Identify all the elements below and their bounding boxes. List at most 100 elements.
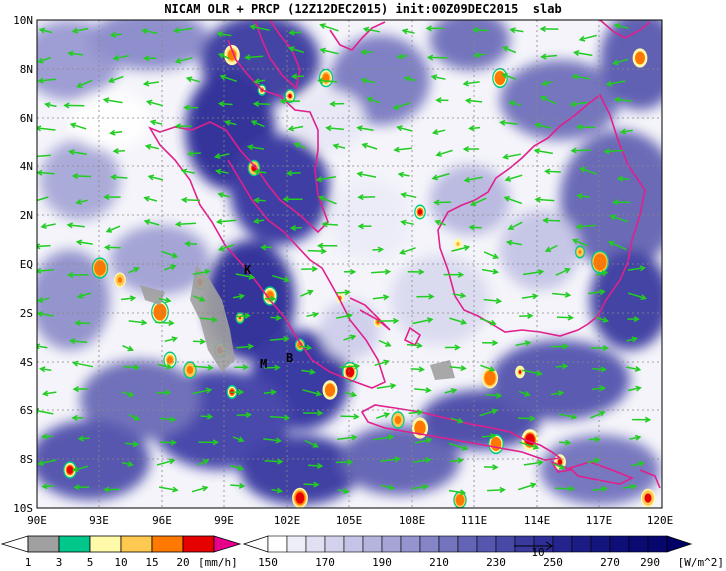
wind-arrow-icon — [518, 390, 531, 397]
wind-arrow-icon — [380, 484, 396, 491]
wind-arrow-icon — [379, 456, 401, 463]
wind-arrow-icon — [287, 125, 304, 132]
wind-arrow-icon — [235, 273, 256, 280]
wind-arrow-icon — [306, 311, 319, 318]
wind-arrow-icon — [501, 72, 517, 80]
wind-arrow-icon — [360, 77, 376, 84]
wind-arrow-icon — [356, 171, 377, 178]
precip-tick: 15 — [145, 556, 158, 569]
olr-tick: 190 — [372, 556, 392, 569]
wind-arrow-icon — [39, 366, 52, 373]
lat-label: 8S — [20, 453, 33, 466]
wind-arrow-icon — [236, 343, 255, 350]
wind-arrow-icon — [519, 312, 534, 319]
precip-cell — [151, 300, 169, 324]
wind-arrow-icon — [592, 366, 607, 373]
wind-arrow-icon — [219, 74, 238, 83]
wind-arrow-icon — [269, 414, 291, 421]
lat-label: 10S — [13, 502, 33, 515]
wind-arrow-icon — [37, 296, 50, 303]
wind-arrow-icon — [144, 143, 159, 150]
precip-cell — [292, 487, 308, 508]
wind-arrow-icon — [539, 95, 557, 105]
wind-arrow-icon — [558, 413, 578, 420]
wind-arrow-icon — [426, 54, 448, 61]
wind-arrow-icon — [66, 271, 89, 278]
map-border — [36, 19, 663, 509]
wind-arrow-icon — [264, 295, 277, 302]
wind-arrow-icon — [187, 150, 201, 157]
wind-arrow-icon — [431, 172, 450, 181]
olr-tick: 210 — [429, 556, 449, 569]
wind-arrow-icon — [156, 389, 172, 396]
wind-arrow-icon — [193, 364, 214, 371]
wind-arrow-icon — [335, 459, 354, 466]
wind-arrow-icon — [215, 218, 237, 225]
wind-arrow-icon — [444, 387, 458, 394]
wind-arrow-icon — [591, 385, 607, 392]
wind-arrow-icon — [551, 343, 569, 350]
wind-arrow-icon — [301, 265, 319, 272]
wind-arrow-icon — [224, 119, 237, 126]
precip-cell — [414, 204, 426, 220]
wind-arrow-icon — [37, 169, 55, 176]
wind-arrow-icon — [184, 240, 198, 247]
wind-arrow-icon — [522, 269, 545, 276]
wind-arrow-icon — [468, 224, 482, 231]
wind-arrow-icon — [630, 460, 645, 467]
wind-arrow-icon — [192, 387, 213, 395]
wind-arrow-icon — [250, 120, 265, 128]
wind-arrow-icon — [400, 219, 414, 226]
precip-cell — [91, 257, 109, 279]
wind-arrow-icon — [503, 195, 523, 205]
wind-arrow-icon — [44, 101, 57, 108]
wind-arrow-icon — [356, 125, 374, 132]
wind-arrow-icon — [230, 389, 245, 396]
lat-label: 8N — [20, 63, 33, 76]
wind-arrow-icon — [72, 360, 94, 368]
wind-arrow-icon — [125, 441, 140, 448]
wind-arrow-icon — [183, 104, 199, 111]
wind-arrow-icon — [468, 125, 481, 132]
wind-arrow-icon — [72, 386, 88, 393]
wind-arrow-icon — [128, 319, 148, 326]
wind-arrow-icon — [288, 29, 302, 36]
wind-arrow-icon — [605, 80, 626, 87]
wind-arrow-icon — [159, 416, 177, 423]
wind-arrow-icon — [128, 267, 140, 274]
wind-arrow-icon — [448, 442, 469, 451]
olr-tick: 250 — [543, 556, 563, 569]
wind-arrow-icon — [469, 197, 487, 207]
precip-cell — [482, 367, 498, 389]
coastlines — [148, 20, 661, 489]
lon-label: 120E — [647, 514, 674, 527]
map-title: NICAM OLR + PRCP (12Z12DEC2015) init:00Z… — [164, 2, 562, 16]
wind-arrow-icon — [374, 359, 390, 367]
wind-arrow-icon — [603, 148, 624, 155]
wind-arrow-icon — [230, 482, 246, 489]
wind-arrow-icon — [282, 196, 303, 203]
wind-arrow-icon — [515, 340, 532, 347]
precip-cell — [163, 351, 177, 369]
wind-arrow-icon — [444, 344, 461, 351]
wind-arrow-icon — [157, 363, 173, 370]
wind-arrow-icon — [121, 461, 134, 468]
wind-arrow-icon — [481, 268, 500, 275]
wind-arrow-icon — [244, 54, 264, 61]
wind-arrow-icon — [629, 434, 642, 441]
wind-arrow-icon — [434, 219, 446, 226]
wind-arrow-icon — [41, 483, 55, 490]
wind-arrow-icon — [555, 363, 569, 370]
wind-arrow-icon — [317, 77, 338, 84]
olr-tick: 170 — [315, 556, 335, 569]
wind-arrow-icon — [336, 312, 354, 319]
wind-arrow-icon — [343, 268, 357, 275]
precip-cell — [521, 429, 539, 451]
wind-arrow-icon — [75, 198, 88, 205]
wind-arrow-icon — [263, 389, 277, 396]
wind-arrow-icon — [332, 143, 346, 150]
wind-arrow-icon — [373, 434, 395, 441]
lon-label: 108E — [399, 514, 426, 527]
wind-arrow-icon — [73, 484, 90, 491]
wind-arrow-icon — [451, 244, 471, 252]
